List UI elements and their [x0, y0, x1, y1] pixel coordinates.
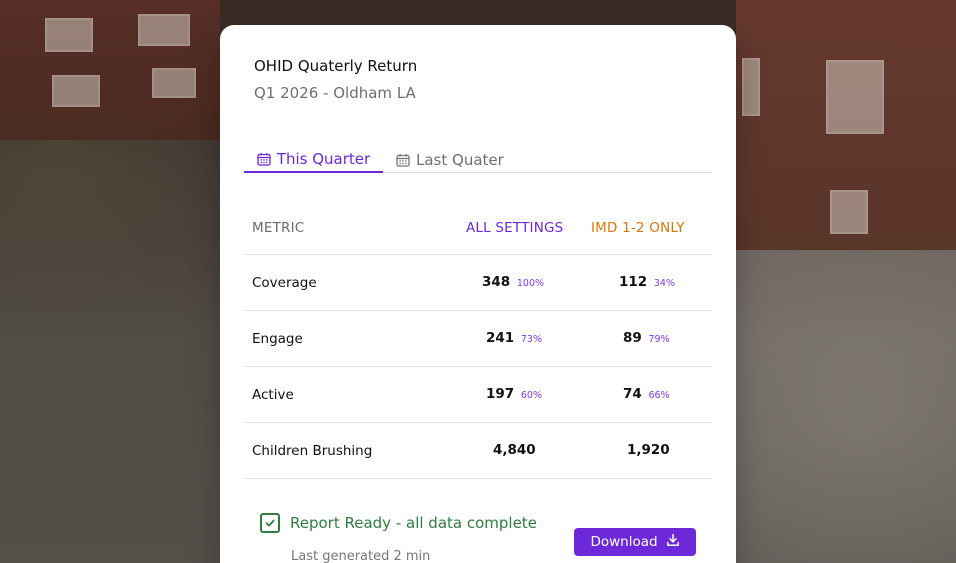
table-header: METRIC ALL SETTINGS IMD 1-2 ONLY [244, 205, 712, 255]
tab-bar: This Quarter Last Quater [244, 147, 712, 173]
value-number: 89 [623, 330, 642, 346]
page-subtitle: Q1 2026 - Oldham LA [254, 84, 416, 102]
value-percent: 60% [520, 390, 543, 401]
page-title: OHID Quaterly Return [254, 57, 418, 75]
column-header-metric: METRIC [252, 220, 305, 236]
table-row: Children Brushing 4,840 1,920 [244, 423, 712, 479]
all-settings-value: 4,840 [493, 442, 536, 458]
table-row: Coverage 348 100% 112 34% [244, 255, 712, 311]
all-settings-value: 348 100% [482, 274, 544, 290]
value-number: 74 [623, 386, 642, 402]
imd-value: 89 79% [623, 330, 670, 346]
column-header-imd: IMD 1-2 ONLY [591, 220, 685, 236]
download-button[interactable]: Download [574, 528, 696, 556]
tab-this-quarter-label: This Quarter [276, 150, 371, 168]
background-window [826, 60, 884, 134]
report-card: OHID Quaterly Return Q1 2026 - Oldham LA [220, 25, 736, 563]
all-settings-value: 197 60% [486, 386, 542, 402]
checkbox-check-icon [260, 513, 280, 533]
report-ready-text: Report Ready - all data complete [290, 514, 537, 532]
imd-value: 74 66% [623, 386, 670, 402]
tab-this-quarter[interactable]: This Quarter [244, 147, 383, 173]
background-window [138, 14, 190, 46]
value-number: 112 [619, 274, 648, 290]
calendar-icon [257, 152, 271, 166]
table-row: Engage 241 73% 89 79% [244, 311, 712, 367]
value-percent: 73% [520, 334, 543, 345]
download-icon [666, 533, 680, 551]
calendar-icon [396, 153, 410, 167]
background-window [830, 190, 868, 234]
imd-value: 1,920 [627, 442, 670, 458]
metric-label: Active [252, 387, 294, 403]
tab-last-quarter[interactable]: Last Quater [396, 147, 504, 172]
report-status: Report Ready - all data complete [260, 513, 537, 533]
background-window [152, 68, 196, 98]
last-generated-text: Last generated 2 min [291, 549, 431, 563]
table-row: Active 197 60% 74 66% [244, 367, 712, 423]
value-percent: 34% [653, 278, 676, 289]
background-window [52, 75, 100, 107]
metric-label: Engage [252, 331, 303, 347]
value-percent: 66% [648, 390, 670, 401]
all-settings-value: 241 73% [486, 330, 542, 346]
value-number: 348 [482, 274, 511, 290]
metrics-table: METRIC ALL SETTINGS IMD 1-2 ONLY Coverag… [244, 205, 712, 479]
metric-label: Coverage [252, 275, 317, 291]
value-percent: 100% [516, 278, 545, 289]
value-percent: 79% [648, 334, 670, 345]
download-label: Download [590, 534, 658, 550]
background-yard-left [0, 140, 220, 563]
metric-label: Children Brushing [252, 443, 373, 459]
column-header-all-settings: ALL SETTINGS [466, 220, 564, 236]
value-number: 197 [486, 386, 515, 402]
imd-value: 112 34% [619, 274, 675, 290]
background-window [45, 18, 93, 52]
background-window [742, 58, 760, 116]
value-number: 241 [486, 330, 515, 346]
tab-last-quarter-label: Last Quater [416, 150, 504, 169]
background-yard-right [736, 250, 956, 563]
